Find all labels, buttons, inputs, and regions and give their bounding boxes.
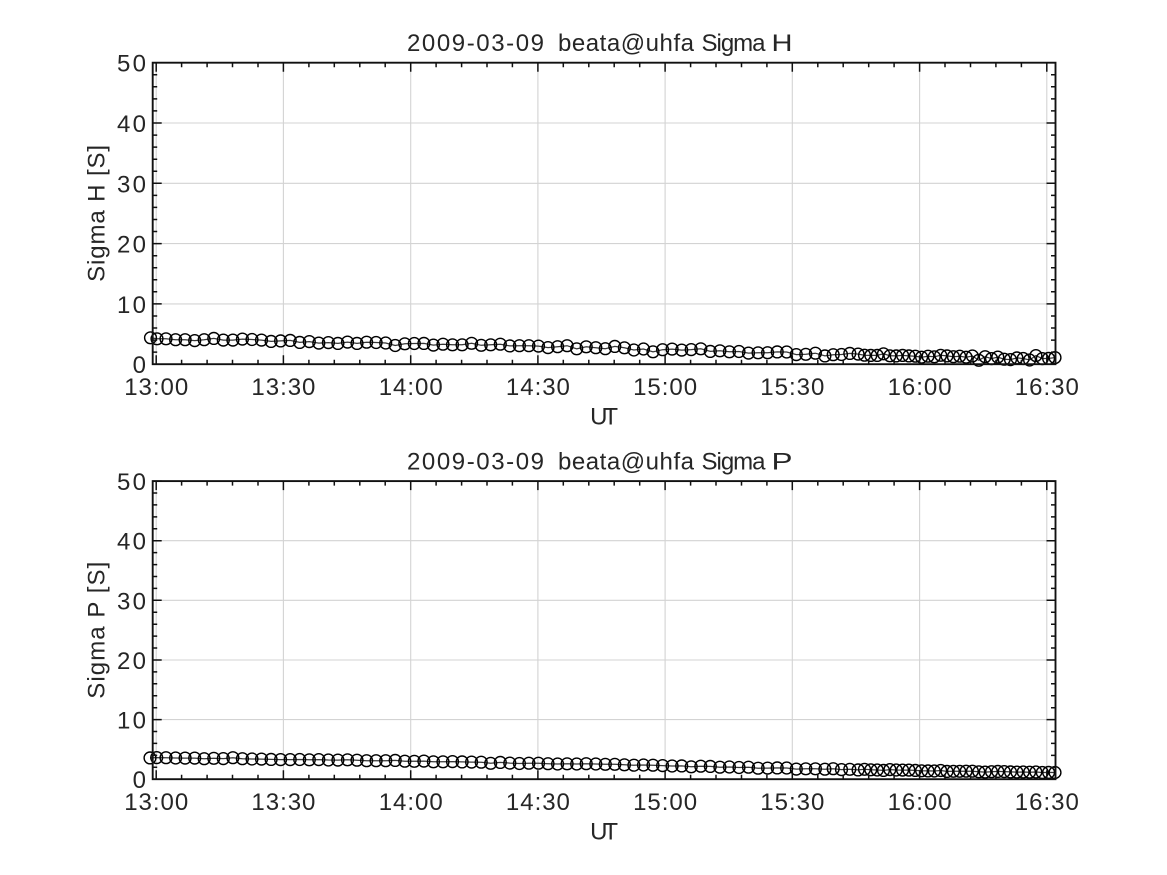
- svg-text:Sigma P [S]: Sigma P [S]: [84, 562, 111, 699]
- svg-text:16:00: 16:00: [888, 374, 952, 401]
- svg-text:14:00: 14:00: [379, 374, 443, 401]
- svg-text:13:00: 13:00: [124, 374, 188, 401]
- svg-text:14:30: 14:30: [506, 789, 570, 816]
- svg-text:14:00: 14:00: [379, 789, 443, 816]
- svg-text:15:30: 15:30: [760, 374, 824, 401]
- svg-text:16:30: 16:30: [1015, 789, 1079, 816]
- svg-text:13:30: 13:30: [251, 374, 315, 401]
- svg-text:0: 0: [133, 352, 146, 379]
- svg-text:13:30: 13:30: [251, 789, 315, 816]
- svg-text:UT: UT: [590, 404, 618, 431]
- svg-text:16:30: 16:30: [1015, 374, 1079, 401]
- svg-text:15:30: 15:30: [760, 789, 824, 816]
- svg-text:14:30: 14:30: [506, 374, 570, 401]
- svg-text:13:00: 13:00: [124, 789, 188, 816]
- svg-text:15:00: 15:00: [633, 789, 697, 816]
- svg-text:Sigma H [S]: Sigma H [S]: [84, 145, 111, 282]
- svg-text:UT: UT: [590, 819, 618, 846]
- svg-text:16:00: 16:00: [888, 789, 952, 816]
- svg-text:15:00: 15:00: [633, 374, 697, 401]
- svg-text:0: 0: [133, 767, 146, 794]
